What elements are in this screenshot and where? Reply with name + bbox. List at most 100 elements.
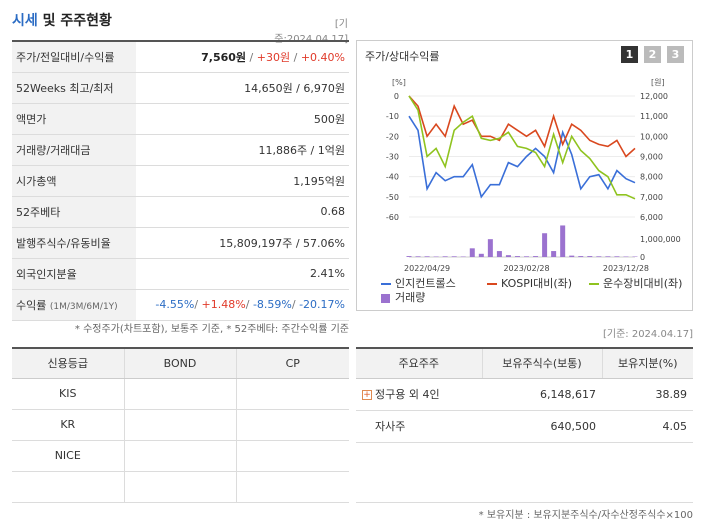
right-tick-label: 8,000 xyxy=(640,173,663,182)
right-tick-label: 6,000 xyxy=(640,213,663,222)
right-tick-label: 10,000 xyxy=(640,132,668,141)
table-row xyxy=(12,471,349,503)
foreign-value: 2.41% xyxy=(136,258,349,290)
series-line xyxy=(408,95,636,158)
section-title-rest: 및 주주현황 xyxy=(37,13,112,29)
table-row: KIS xyxy=(12,378,349,410)
series-line xyxy=(408,95,636,200)
table-row: NICE xyxy=(12,440,349,472)
volume-bar xyxy=(406,256,412,257)
base-date: [기준:2024.04.17] xyxy=(274,19,348,45)
left-tick-label: -60 xyxy=(386,213,399,222)
volume-bar xyxy=(578,256,584,257)
volume-bar xyxy=(496,251,502,257)
left-tick-label: -20 xyxy=(386,132,399,141)
return-6m: -8.59% xyxy=(252,298,292,311)
current-price: 7,560원 xyxy=(201,50,247,64)
legend-swatch xyxy=(381,294,390,303)
table-header-row: 신용등급 BOND CP xyxy=(12,348,349,379)
holder-shares: 6,148,617 xyxy=(482,378,602,411)
shares-value: 15,809,197주 / 57.06% xyxy=(136,227,349,259)
volume-bar xyxy=(514,256,520,257)
credit-bond xyxy=(123,471,236,503)
credit-base-date: [기준: 2024.04.17] xyxy=(602,329,693,340)
credit-cp xyxy=(235,471,349,503)
relative-return-chart: [%] [원] 0 -10 -20 -30 -40 -50 -60 12,000 11,000 10,… xyxy=(381,78,682,304)
volume-bar xyxy=(487,239,493,257)
legend-label: 거래량 xyxy=(395,291,425,304)
table-row: 수익률 (1M/3M/6M/1Y) -4.55%/ +1.48%/ -8.59%… xyxy=(12,289,349,321)
legend-label: KOSPI대비(좌) xyxy=(501,277,572,290)
left-tick-label: -50 xyxy=(386,193,399,202)
chart-tab-3[interactable]: 3 xyxy=(667,46,684,63)
credit-table: 신용등급 BOND CP KIS KR NICE xyxy=(12,347,349,503)
table-row: + 정구용 외 4인 6,148,617 38.89 xyxy=(356,378,693,411)
left-tick-label: -10 xyxy=(386,112,399,121)
x-tick-label: 2023/12/28 xyxy=(603,264,649,273)
return-1m: -4.55% xyxy=(155,298,195,311)
quote-table: 주가/전일대비/수익률 7,560원 / +30원 / +0.40% 52Wee… xyxy=(12,40,349,321)
holder-name: 정구용 외 4인 xyxy=(375,388,440,401)
credit-agency: KIS xyxy=(12,378,124,410)
price-change-rate: +0.40% xyxy=(300,50,345,64)
volume-bar xyxy=(505,255,511,257)
par-value: 500원 xyxy=(136,103,349,135)
holder-pct: 38.89 xyxy=(602,378,693,411)
volume-bar xyxy=(415,256,421,257)
holder-name: 자사주 xyxy=(356,410,482,443)
volume-bar xyxy=(560,225,566,257)
right-tick-label: 12,000 xyxy=(640,92,668,101)
volume-bar xyxy=(442,256,448,257)
table-row: 외국인지분율 2.41% xyxy=(12,258,349,290)
chart-panel: 주가/상대수익률 1 2 3 [%] [원] 0 -10 -20 -30 -40 -50 -60… xyxy=(356,40,693,311)
table-row: 시가총액 1,195억원 xyxy=(12,165,349,197)
returns-label: 수익률 xyxy=(16,298,47,312)
chart-tab-2[interactable]: 2 xyxy=(644,46,661,63)
right-tick-label: 11,000 xyxy=(640,112,668,121)
left-tick-label: -30 xyxy=(386,153,399,162)
holders-header-shares: 보유주식수(보통) xyxy=(481,348,602,379)
returns-label-sub: (1M/3M/6M/1Y) xyxy=(49,301,118,312)
credit-cp xyxy=(235,378,349,410)
table-row: 주가/전일대비/수익률 7,560원 / +30원 / +0.40% xyxy=(12,41,349,73)
chart-tab-1[interactable]: 1 xyxy=(621,46,638,63)
table-header-row: 주요주주 보유주식수(보통) 보유지분(%) xyxy=(356,348,693,379)
volume-bar xyxy=(533,256,539,257)
shares-label: 발행주식수/유동비율 xyxy=(12,227,136,259)
table-row xyxy=(356,442,693,503)
volume-bar xyxy=(478,253,484,257)
holders-table: 주요주주 보유주식수(보통) 보유지분(%) + 정구용 외 4인 6,148,6… xyxy=(356,347,693,503)
table-row: 발행주식수/유동비율 15,809,197주 / 57.06% xyxy=(12,227,349,259)
credit-cp xyxy=(235,440,349,472)
holders-header-pct: 보유지분(%) xyxy=(601,348,693,379)
left-tick-label: 0 xyxy=(394,92,399,101)
credit-agency: NICE xyxy=(12,440,124,472)
beta-label: 52주베타 xyxy=(12,196,136,228)
table-row: 자사주 640,500 4.05 xyxy=(356,410,693,443)
chart-tabs: 1 2 3 xyxy=(621,46,684,63)
volume-bar xyxy=(569,255,575,257)
quote-note: * 수정주가(차트포함), 보통주 기준, * 52주베타: 주간수익률 기준 xyxy=(74,324,349,335)
volume-bar xyxy=(587,256,593,257)
week52-value: 14,650원 / 6,970원 xyxy=(136,72,349,104)
credit-bond xyxy=(123,409,236,441)
volume-bar xyxy=(542,233,548,257)
x-tick-label: 2022/04/29 xyxy=(404,264,450,273)
legend-label: 운수장비대비(좌) xyxy=(603,277,682,290)
table-row: 액면가 500원 xyxy=(12,103,349,135)
week52-label: 52Weeks 최고/최저 xyxy=(12,72,136,104)
right-axis-unit: [원] xyxy=(651,78,665,87)
credit-bond xyxy=(123,378,236,410)
par-label: 액면가 xyxy=(12,103,136,135)
credit-agency: KR xyxy=(12,409,124,441)
return-3m: +1.48% xyxy=(201,298,246,311)
holder-pct: 4.05 xyxy=(602,410,693,443)
legend-label: 인지컨트롤스 xyxy=(395,277,456,290)
volume-bar xyxy=(469,248,475,257)
volume-label: 거래량/거래대금 xyxy=(12,134,136,166)
section-title: 시세 및 주주현황 xyxy=(12,10,112,30)
volume-bar xyxy=(551,251,557,257)
table-row: 52주베타 0.68 xyxy=(12,196,349,228)
expand-icon[interactable]: + xyxy=(362,390,372,400)
credit-bond xyxy=(123,440,236,472)
